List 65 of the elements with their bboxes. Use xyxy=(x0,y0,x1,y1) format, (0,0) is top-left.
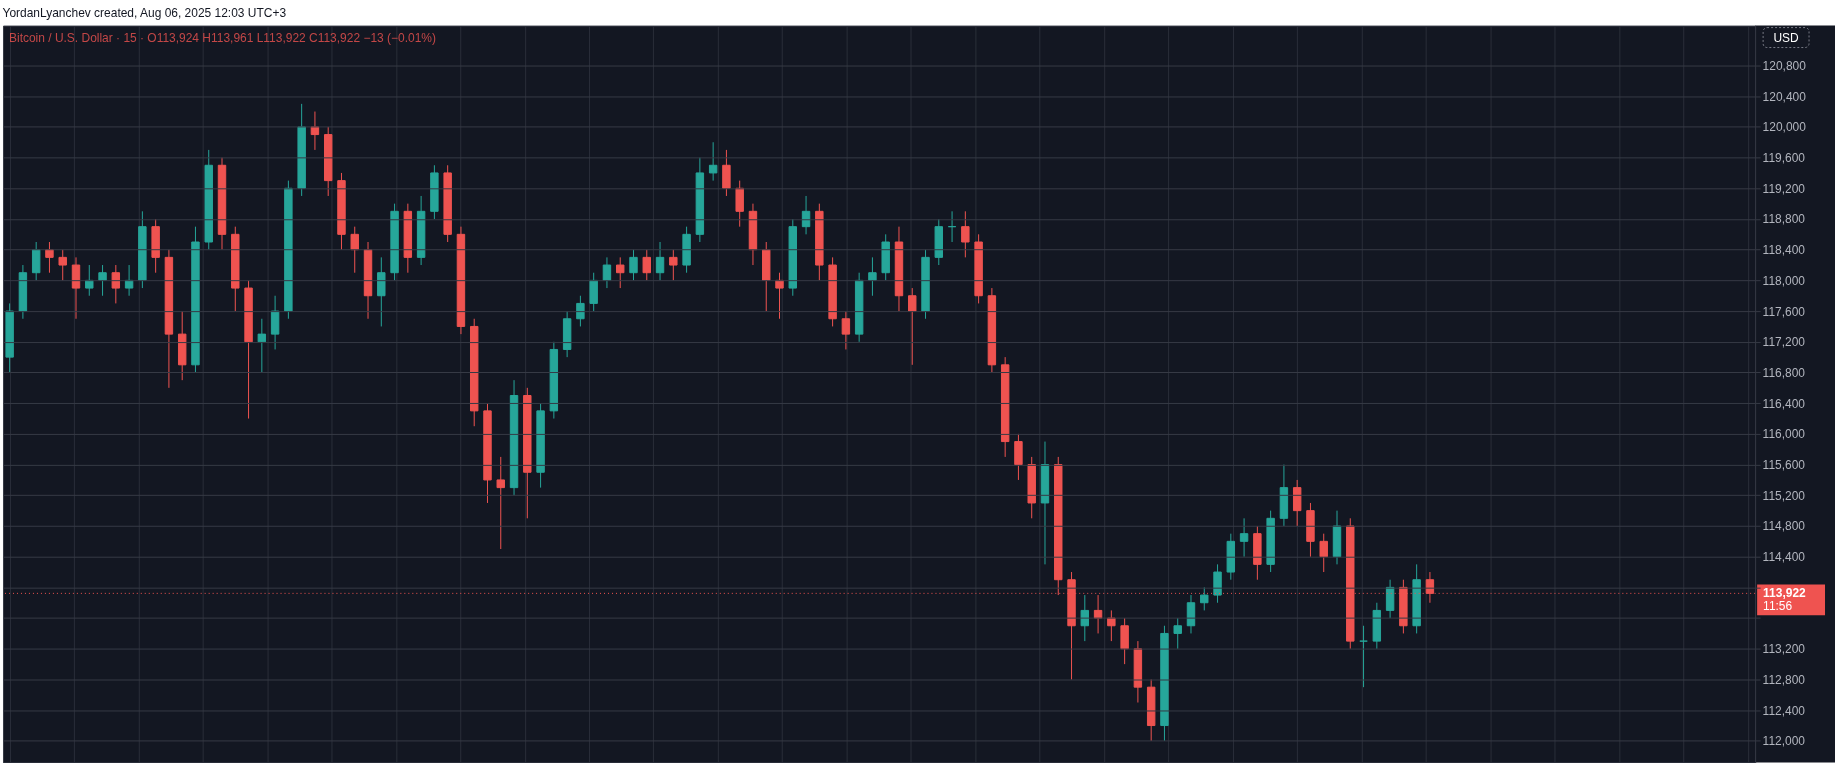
y-tick-label: 116,400 xyxy=(1762,396,1806,411)
y-tick-label: 120,000 xyxy=(1762,120,1807,135)
y-tick-label: 119,200 xyxy=(1762,181,1806,196)
y-tick-label: 112,400 xyxy=(1762,703,1806,718)
candlestick xyxy=(602,256,612,289)
candlestick xyxy=(1080,594,1090,642)
candlestick xyxy=(655,241,665,281)
candlestick xyxy=(1014,433,1023,481)
candlestick xyxy=(71,256,81,320)
candlestick xyxy=(98,264,107,297)
candlestick xyxy=(1385,579,1395,619)
text: USD xyxy=(1773,30,1800,45)
candlestick xyxy=(377,256,386,327)
y-tick-label: 115,200 xyxy=(1762,488,1806,503)
y-tick-label: 116,800 xyxy=(1762,365,1806,380)
candlestick xyxy=(31,241,41,281)
candlestick xyxy=(1359,625,1368,688)
ref-line-label: 113,922 xyxy=(1763,586,1807,601)
y-tick-label: 118,400 xyxy=(1762,243,1806,258)
candlestick xyxy=(629,249,638,281)
candlestick xyxy=(722,149,731,197)
candlestick xyxy=(841,310,851,350)
candlestick xyxy=(868,256,877,297)
candlestick xyxy=(1319,533,1328,573)
candlestick xyxy=(708,141,718,182)
y-tick-label: 112,000 xyxy=(1762,734,1806,749)
y-tick-label: 117,600 xyxy=(1762,304,1806,319)
candlestick xyxy=(616,256,625,289)
y-tick-label: 118,800 xyxy=(1762,212,1806,227)
candlestick xyxy=(45,241,54,274)
y-tick-label: 112,800 xyxy=(1762,672,1806,687)
candlestick xyxy=(350,226,359,274)
y-tick-label: 120,800 xyxy=(1762,58,1807,73)
candlestick xyxy=(908,287,917,366)
y-tick-label: 113,200 xyxy=(1762,642,1806,657)
candlestick xyxy=(1292,479,1302,527)
candlestick xyxy=(775,272,784,320)
candlestick xyxy=(1239,517,1249,558)
y-tick-label: 115,600 xyxy=(1762,458,1806,473)
candlestick xyxy=(257,318,267,373)
candlestick xyxy=(111,264,121,304)
text: 11:56 xyxy=(1763,599,1793,614)
candlestick xyxy=(1200,586,1209,611)
candlestick xyxy=(1173,617,1182,650)
candlestick xyxy=(270,295,280,350)
y-tick-label: 117,200 xyxy=(1762,335,1806,350)
candlestick xyxy=(589,272,598,312)
y-tick-label: 114,400 xyxy=(1762,550,1806,565)
candlestick xyxy=(58,249,67,281)
y-tick-label: 114,800 xyxy=(1762,519,1806,534)
candlestick xyxy=(576,295,585,327)
candlestick xyxy=(961,210,970,258)
candlestick xyxy=(669,249,678,281)
y-tick-label: 118,000 xyxy=(1762,273,1806,288)
y-tick-label: 119,600 xyxy=(1762,151,1806,166)
candlestick xyxy=(1120,617,1129,665)
chart-title: YordanLyanchev created, Aug 06, 2025 12:03 UTC+3 xyxy=(2,5,287,20)
candlestick xyxy=(735,180,744,228)
candlestick xyxy=(1213,563,1222,604)
chart-subtitle: Bitcoin / U.S. Dollar · 15 · O113,924 H113,961 L113,922 C113,922 −13 (−0.01%) xyxy=(8,30,436,45)
y-tick-label: 120,400 xyxy=(1762,89,1807,104)
y-tick-label: 116,000 xyxy=(1762,427,1806,442)
candlestick xyxy=(85,264,94,297)
candlestick xyxy=(642,249,651,281)
candlestick xyxy=(496,456,505,550)
